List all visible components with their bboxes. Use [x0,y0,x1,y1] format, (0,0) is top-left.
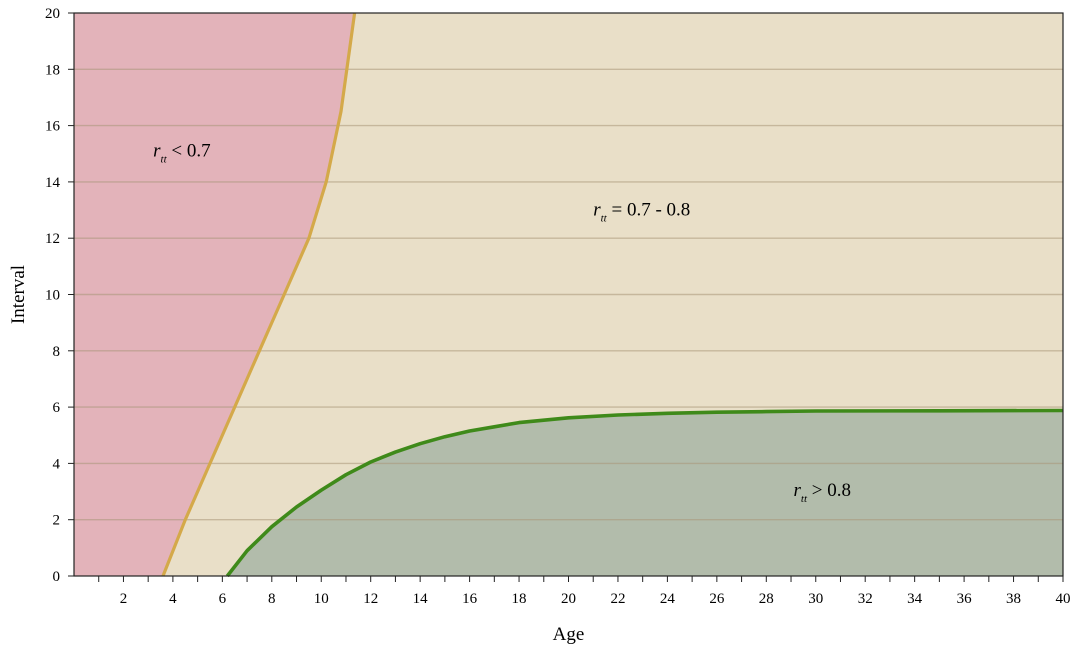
x-tick-label: 2 [120,591,128,607]
y-tick-label: 6 [53,400,61,416]
x-tick-label: 16 [462,591,478,607]
x-tick-label: 6 [219,591,227,607]
y-tick-label: 2 [53,513,61,529]
y-tick-label: 12 [45,231,60,247]
region-relation: > 0.8 [807,480,851,501]
region-symbol: r [153,141,161,162]
x-tick-label: 32 [858,591,873,607]
y-tick-label: 18 [45,62,60,78]
y-tick-label: 16 [45,119,61,135]
x-tick-label: 34 [907,591,923,607]
x-tick-label: 20 [561,591,576,607]
region-label-mid: rtt = 0.7 - 0.8 [593,200,690,225]
x-tick-label: 22 [610,591,625,607]
region-symbol: r [593,200,601,221]
region-symbol: r [793,480,801,501]
gridlines [74,68,1063,521]
x-tick-label: 4 [169,591,177,607]
boundary-curve-high [225,408,1064,578]
x-tick-label: 18 [512,591,527,607]
x-axis-title: Age [553,624,585,645]
x-axis-ticks: 2 4 6 8 10 12 14 16 18 20 22 24 26 28 30 32 34 36 38 40 [98,576,1071,607]
region-subscript: tt [801,493,808,505]
region-relation: = 0.7 - 0.8 [607,200,691,221]
y-tick-label: 4 [53,456,61,472]
region-high-fill [227,410,1064,576]
x-tick-label: 8 [268,591,276,607]
x-tick-label: 40 [1056,591,1071,607]
boundary-curve-low [161,12,357,577]
y-tick-label: 8 [53,344,61,360]
y-axis-ticks: 0 2 4 6 8 10 12 14 16 18 20 [45,6,74,585]
x-tick-label: 28 [759,591,774,607]
y-tick-label: 14 [45,175,61,191]
x-tick-label: 24 [660,591,676,607]
x-tick-label: 26 [709,591,725,607]
x-tick-label: 10 [314,591,329,607]
region-subscript: tt [601,213,608,225]
x-tick-label: 36 [957,591,973,607]
region-subscript: tt [161,154,168,166]
x-tick-label: 30 [808,591,823,607]
boundary-curves [161,12,1064,578]
x-tick-label: 38 [1006,591,1021,607]
y-axis-title: Interval [8,265,29,324]
y-tick-label: 0 [53,569,61,585]
region-label-low: rtt < 0.7 [153,141,211,166]
region-label-high: rtt > 0.8 [793,480,851,505]
region-relation: < 0.7 [167,141,211,162]
y-tick-label: 10 [45,288,60,304]
x-tick-label: 12 [363,591,378,607]
x-tick-label: 14 [413,591,429,607]
y-tick-label: 20 [45,6,60,22]
